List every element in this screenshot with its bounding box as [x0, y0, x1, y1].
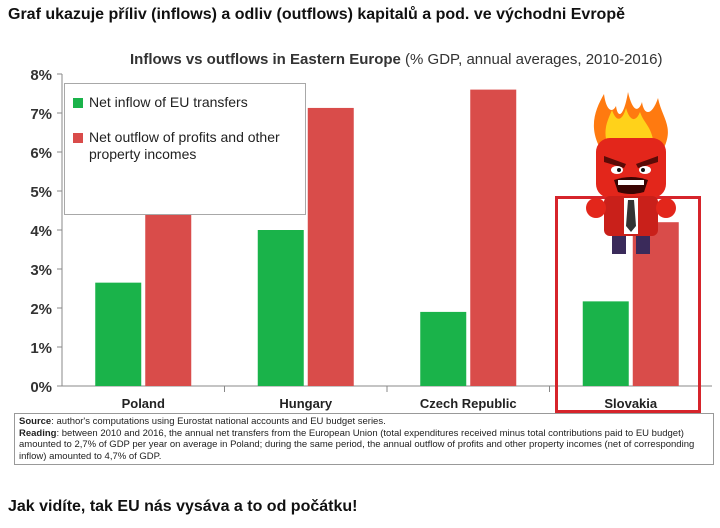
notes-source-text: : author's computations using Eurostat n…	[51, 416, 386, 427]
bar-outflow	[145, 202, 192, 386]
chart-title-subtitle: (% GDP, annual averages, 2010-2016)	[405, 51, 663, 68]
chart-title-main: Inflows vs outflows in Eastern Europe	[130, 51, 401, 68]
y-tick-label: 6%	[30, 145, 52, 162]
x-category-label: Hungary	[279, 396, 333, 411]
notes-source-label: Source	[19, 416, 52, 427]
chart-legend: Net inflow of EU transfers Net outflow o…	[64, 83, 306, 215]
bar-inflow	[95, 282, 142, 386]
x-category-label: Czech Republic	[420, 396, 517, 411]
bar-chart: 0% 1% 2% 3% 4% 5% 6% 7% 8% Poland Hungary Czech Rep…	[30, 67, 712, 411]
y-tick-label: 2%	[30, 301, 52, 318]
legend-label-outflow: Net outflow of profits and other propert…	[89, 129, 280, 162]
notes-reading-text: : between 2010 and 2016, the annual net …	[19, 427, 695, 462]
y-tick-label: 7%	[30, 106, 52, 123]
bar-outflow	[470, 89, 517, 386]
chart-title: Inflows vs outflows in Eastern Europe (%…	[130, 51, 700, 68]
bar-inflow	[582, 301, 629, 386]
y-tick-label: 5%	[30, 184, 52, 201]
bar-inflow	[420, 311, 467, 386]
legend-swatch-inflow	[73, 98, 83, 108]
x-category-label: Poland	[122, 396, 165, 411]
chart-panel: 0% 1% 2% 3% 4% 5% 6% 7% 8% Poland Hungary Czech Rep…	[0, 38, 720, 490]
legend-item-outflow: Net outflow of profits and other propert…	[73, 129, 304, 163]
y-tick-label: 1%	[30, 340, 52, 357]
bar-inflow	[257, 230, 304, 386]
x-category-label: Slovakia	[604, 396, 658, 411]
bottom-caption: Jak vidíte, tak EU nás vysáva a to od po…	[8, 498, 358, 515]
top-caption: Graf ukazuje příliv (inflows) a odliv (o…	[8, 6, 625, 23]
notes-reading-label: Reading	[19, 427, 57, 439]
chart-notes: Source: author's computations using Euro…	[14, 413, 714, 465]
legend-swatch-outflow	[73, 133, 83, 143]
bar-outflow	[307, 107, 354, 387]
y-tick-label: 3%	[30, 262, 52, 279]
angry-flame-character-icon	[586, 92, 676, 254]
legend-label-inflow: Net inflow of EU transfers	[89, 94, 248, 110]
y-tick-label: 0%	[30, 379, 52, 396]
legend-item-inflow: Net inflow of EU transfers	[73, 94, 304, 111]
y-tick-label: 8%	[30, 67, 52, 84]
y-tick-label: 4%	[30, 223, 52, 240]
